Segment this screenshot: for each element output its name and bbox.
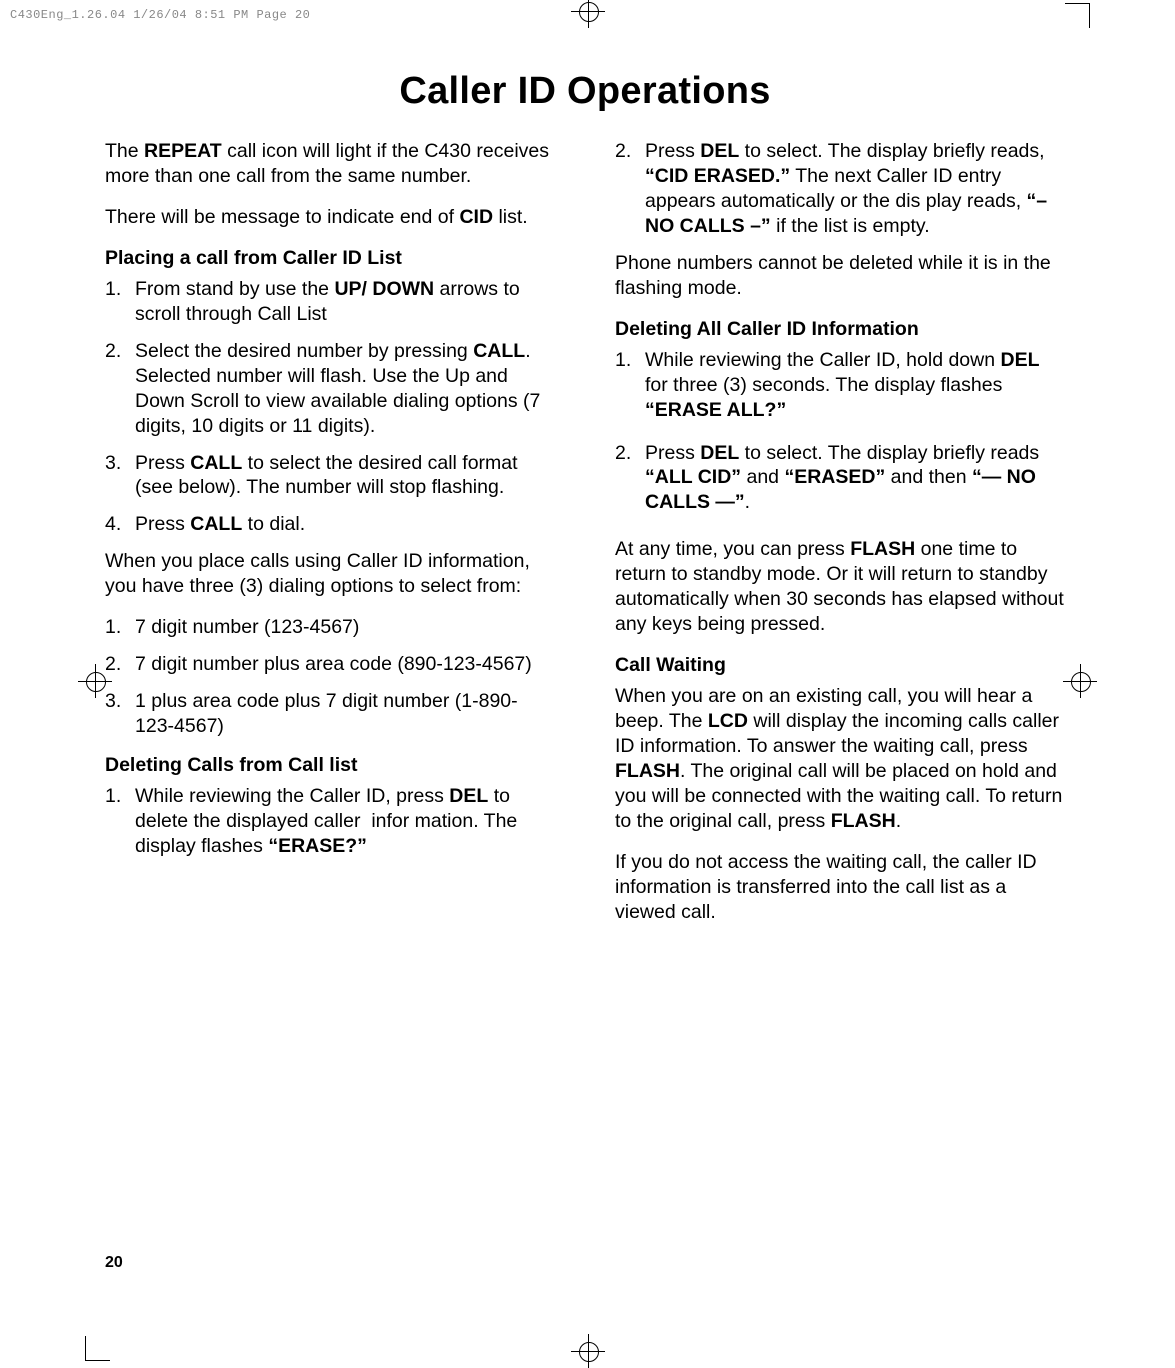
right-column: 2.Press DEL to select. The display brief… xyxy=(615,139,1065,941)
intro-repeat: The REPEAT call icon will light if the C… xyxy=(105,139,555,189)
crop-mark-tr xyxy=(1065,3,1090,28)
list-item: 1.From stand by use the UP/ DOWN arrows … xyxy=(105,277,555,327)
subhead-placing-call: Placing a call from Caller ID List xyxy=(105,246,555,271)
list-item: 2.Select the desired number by pressing … xyxy=(105,339,555,439)
deleting-all-list: 1.While reviewing the Caller ID, hold do… xyxy=(615,348,1065,516)
placing-call-list: 1.From stand by use the UP/ DOWN arrows … xyxy=(105,277,555,538)
deleting-calls-list: 1.While reviewing the Caller ID, press D… xyxy=(105,784,555,859)
subhead-deleting-all: Deleting All Caller ID Information xyxy=(615,317,1065,342)
list-item: 1.While reviewing the Caller ID, press D… xyxy=(105,784,555,859)
registration-mark-bottom xyxy=(571,1334,605,1368)
list-item: 2.7 digit number plus area code (890-123… xyxy=(105,652,555,677)
deleting-calls-list-cont: 2.Press DEL to select. The display brief… xyxy=(615,139,1065,239)
list-item: 2.Press DEL to select. The display brief… xyxy=(615,441,1065,516)
list-item: 3.Press CALL to select the desired call … xyxy=(105,451,555,501)
list-item: 1.While reviewing the Caller ID, hold do… xyxy=(615,348,1065,423)
two-column-layout: The REPEAT call icon will light if the C… xyxy=(105,139,1065,941)
page-number: 20 xyxy=(105,1254,123,1272)
subhead-call-waiting: Call Waiting xyxy=(615,653,1065,678)
flash-standby-note: At any time, you can press FLASH one tim… xyxy=(615,537,1065,637)
list-item: 2.Press DEL to select. The display brief… xyxy=(615,139,1065,239)
list-item: 1.7 digit number (123-4567) xyxy=(105,615,555,640)
call-waiting-p2: If you do not access the waiting call, t… xyxy=(615,850,1065,925)
subhead-deleting-calls: Deleting Calls from Call list xyxy=(105,753,555,778)
list-item: 4.Press CALL to dial. xyxy=(105,512,555,537)
list-item: 3.1 plus area code plus 7 digit number (… xyxy=(105,689,555,739)
dialing-options-intro: When you place calls using Caller ID inf… xyxy=(105,549,555,599)
header-meta: C430Eng_1.26.04 1/26/04 8:51 PM Page 20 xyxy=(10,8,310,22)
crop-mark-bl xyxy=(85,1336,110,1361)
call-waiting-p1: When you are on an existing call, you wi… xyxy=(615,684,1065,834)
intro-cid: There will be message to indicate end of… xyxy=(105,205,555,230)
registration-mark-top xyxy=(571,0,605,28)
flashing-mode-note: Phone numbers cannot be deleted while it… xyxy=(615,251,1065,301)
left-column: The REPEAT call icon will light if the C… xyxy=(105,139,555,941)
page-content: Caller ID Operations The REPEAT call ico… xyxy=(105,70,1065,941)
page-title: Caller ID Operations xyxy=(105,70,1065,113)
dialing-options-list: 1.7 digit number (123-4567) 2.7 digit nu… xyxy=(105,615,555,739)
registration-mark-right xyxy=(1063,664,1097,698)
